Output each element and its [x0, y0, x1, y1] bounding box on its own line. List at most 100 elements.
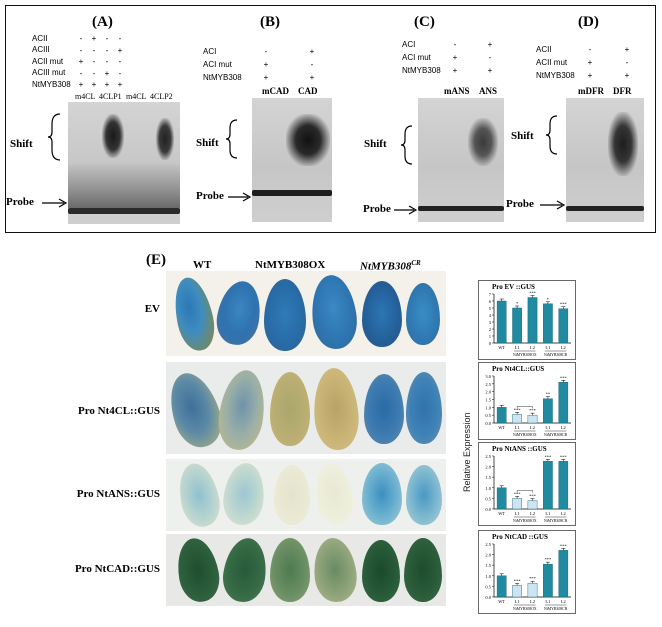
panel-c-cond-1: ACI mut	[402, 53, 431, 62]
category-label: L2	[530, 511, 535, 516]
panel-c-probe-band	[418, 206, 504, 211]
leaf	[274, 465, 310, 525]
panel-d-cond-2: NtMYB308	[536, 71, 575, 80]
leaf	[362, 540, 400, 602]
significance-label: ***	[560, 543, 568, 548]
panel-b-gel	[252, 98, 332, 222]
condition-sign: -	[79, 68, 83, 78]
y-tick-label: 1.5	[485, 563, 491, 568]
bar	[543, 303, 553, 344]
panel-b-lane-1: CAD	[298, 86, 318, 96]
chart-title: Pro EV ::GUS	[492, 283, 535, 291]
bar	[496, 575, 507, 598]
leaf	[362, 281, 402, 347]
panel-d-cond-1: ACII mut	[536, 58, 568, 67]
significance-label: ***	[560, 454, 568, 459]
condition-sign: -	[105, 57, 109, 66]
panel-b-cond-2: NtMYB308	[203, 73, 242, 82]
y-tick-label: 2.0	[485, 553, 491, 558]
y-tick-label: 2	[489, 327, 491, 332]
sig-bracket	[516, 406, 533, 409]
condition-sign: -	[105, 45, 109, 55]
leaf	[270, 538, 310, 602]
bar	[558, 308, 569, 344]
panel-e-label: (E)	[146, 252, 166, 268]
bar	[496, 487, 507, 510]
leaf	[364, 374, 404, 444]
condition-sign: +	[104, 68, 110, 78]
condition-sign: -	[105, 34, 109, 43]
bar	[527, 583, 538, 598]
panel-c-label: (C)	[414, 14, 435, 30]
y-tick-label: 2.5	[485, 454, 491, 459]
leaf	[212, 277, 266, 349]
significance-label: *	[516, 301, 519, 306]
panel-d-probe-arrow	[540, 200, 566, 210]
leaf	[310, 535, 360, 605]
y-tick-label: 0	[489, 341, 492, 346]
panel-d-shift-label: Shift	[511, 130, 534, 142]
condition-sign: -	[588, 45, 592, 54]
bar	[527, 414, 538, 424]
panel-c-lane-1: ANS	[479, 86, 498, 96]
group-label: NtMYB308CR	[544, 353, 568, 357]
condition-sign: +	[263, 73, 269, 82]
bar	[543, 563, 553, 598]
leaf	[308, 272, 360, 352]
panel-a-shift-band-1	[102, 114, 124, 158]
bar	[496, 407, 507, 424]
bar	[527, 297, 538, 344]
panel-b-probe-band	[252, 190, 332, 196]
leaf	[168, 274, 220, 354]
group-label: NtMYB308CR	[544, 433, 568, 437]
condition-sign: -	[92, 45, 96, 55]
category-label: L1	[545, 345, 550, 350]
significance-label: ***	[514, 578, 522, 583]
condition-sign: +	[452, 66, 458, 75]
y-tick-label: 0.0	[485, 421, 491, 426]
y-tick-label: 5	[489, 306, 492, 311]
panel-a-lane-1: 4CLP1	[99, 92, 122, 101]
significance-label: ***	[529, 494, 537, 499]
chart-title: Pro Nt4CL::GUS	[492, 365, 544, 373]
condition-sign: +	[263, 60, 269, 69]
y-tick-label: 0.5	[485, 496, 491, 501]
panel-c-cond-2: NtMYB308	[402, 66, 441, 75]
row-label-ev: EV	[144, 303, 160, 315]
condition-sign: +	[78, 80, 84, 89]
panel-a-shift-brace	[48, 113, 61, 161]
significance-label: ***	[560, 375, 568, 380]
panel-a-shift-band-2	[156, 118, 174, 160]
y-tick-label: 2.0	[485, 465, 491, 470]
category-label: L2	[561, 511, 566, 516]
panel-b-lane-0: mCAD	[262, 86, 289, 96]
leaf-row-4cl	[161, 362, 446, 454]
panel-a-probe-arrow	[42, 198, 68, 208]
condition-sign: +	[117, 80, 123, 89]
leaf	[406, 465, 442, 525]
significance-label: *	[547, 297, 550, 302]
significance-label: ***	[560, 302, 568, 307]
y-tick-label: 3	[489, 320, 492, 325]
leaf	[219, 535, 271, 605]
leaf	[161, 366, 229, 454]
leaf	[362, 463, 402, 525]
panel-a-cond-0: ACII	[32, 34, 48, 43]
panel-a-smear	[68, 162, 180, 212]
category-label: L1	[515, 599, 520, 604]
condition-sign: -	[453, 40, 457, 49]
group-label: NtMYB308OX	[513, 353, 537, 357]
condition-sign: -	[264, 47, 268, 56]
leaf	[311, 366, 361, 452]
bar	[527, 500, 538, 510]
condition-sign: +	[104, 80, 110, 89]
condition-sign: +	[587, 71, 593, 80]
bar	[558, 382, 569, 424]
panel-a-cond-3: ACIII mut	[32, 68, 66, 77]
leaf	[270, 372, 310, 446]
y-tick-label: 3.0	[485, 374, 491, 379]
panel-b-probe-label: Probe	[196, 190, 224, 202]
condition-sign: +	[91, 80, 97, 89]
panel-a-label: (A)	[92, 14, 113, 30]
condition-sign: -	[79, 34, 83, 43]
